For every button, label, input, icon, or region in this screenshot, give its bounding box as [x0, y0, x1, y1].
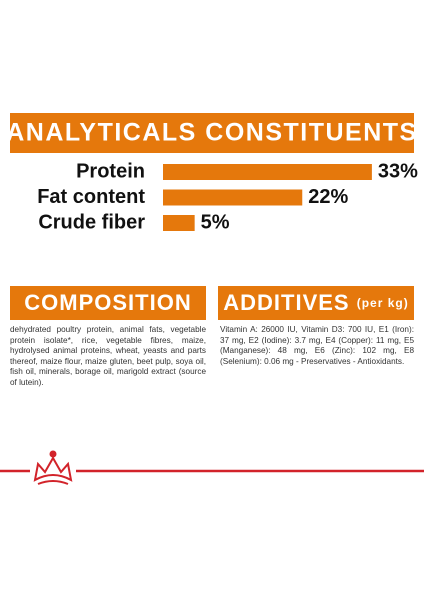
composition-header: COMPOSITION	[10, 286, 206, 320]
bar	[163, 189, 303, 206]
value-label: 33%	[378, 160, 418, 182]
chart-title: ANALYTICALS CONSTITUENTS	[6, 119, 417, 147]
logo	[33, 450, 73, 485]
bar	[163, 215, 195, 231]
value-label: 5%	[201, 211, 230, 233]
additives-subtitle: (per kg)	[356, 296, 409, 310]
category-label: Protein	[76, 160, 145, 182]
bar	[163, 164, 372, 180]
brand-line	[0, 450, 424, 485]
title-banner	[10, 113, 414, 153]
composition-title: COMPOSITION	[24, 290, 192, 315]
composition-text: dehydrated poultry protein, animal fats,…	[10, 325, 206, 387]
additives-header: ADDITIVES (per kg)	[218, 286, 414, 320]
category-label: Fat content	[37, 186, 145, 208]
chart: ANALYTICALS CONSTITUENTS Protein 33% Fat c…	[6, 113, 418, 233]
additives-text: Vitamin A: 26000 IU, Vitamin D3: 700 IU,…	[220, 325, 414, 366]
additives-title: ADDITIVES	[223, 290, 350, 315]
category-label: Crude fiber	[38, 211, 145, 233]
value-label: 22%	[308, 186, 348, 208]
